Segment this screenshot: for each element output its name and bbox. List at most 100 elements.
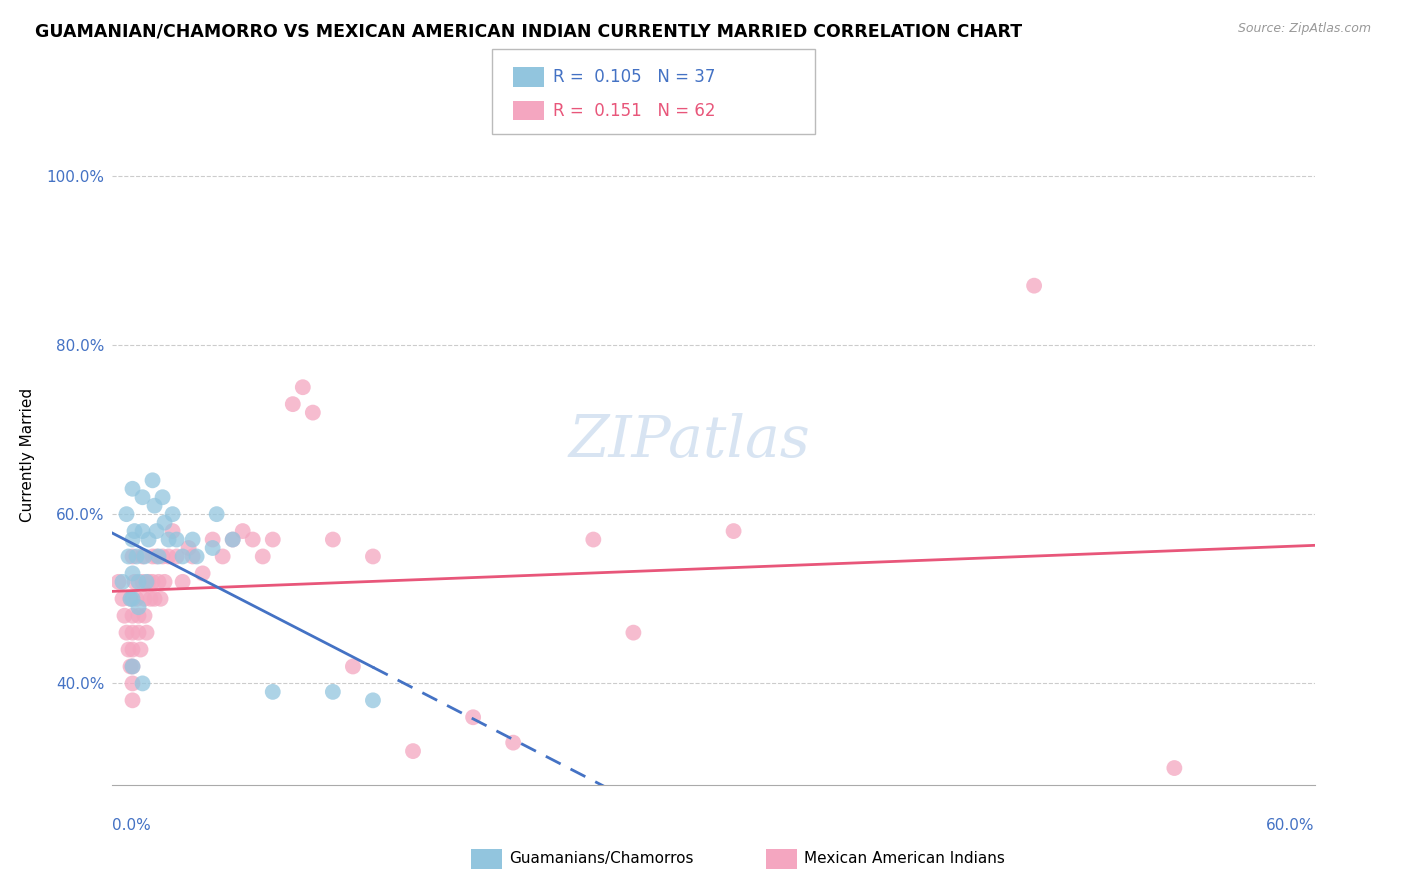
Point — [162, 507, 184, 521]
Point — [128, 608, 150, 623]
Point — [115, 507, 138, 521]
Point — [121, 625, 143, 640]
Point — [322, 685, 344, 699]
Point — [134, 591, 156, 606]
Point — [152, 490, 174, 504]
Point — [138, 574, 160, 589]
Point — [131, 574, 153, 589]
Point — [135, 625, 157, 640]
Point — [191, 566, 214, 581]
Point — [361, 549, 384, 564]
Point — [107, 574, 129, 589]
Point — [262, 533, 284, 547]
Point — [201, 541, 224, 555]
Point — [131, 490, 153, 504]
Point — [128, 625, 150, 640]
Text: GUAMANIAN/CHAMORRO VS MEXICAN AMERICAN INDIAN CURRENTLY MARRIED CORRELATION CHAR: GUAMANIAN/CHAMORRO VS MEXICAN AMERICAN I… — [35, 22, 1022, 40]
Point — [621, 625, 644, 640]
Point — [157, 533, 180, 547]
Point — [145, 549, 167, 564]
Point — [141, 549, 163, 564]
Point — [302, 406, 325, 420]
Point — [582, 533, 605, 547]
Point — [291, 380, 314, 394]
Point — [121, 608, 143, 623]
Point — [141, 574, 163, 589]
Point — [120, 659, 142, 673]
Text: Source: ZipAtlas.com: Source: ZipAtlas.com — [1237, 22, 1371, 36]
Point — [222, 533, 245, 547]
Point — [111, 574, 134, 589]
Point — [502, 736, 524, 750]
Point — [111, 591, 134, 606]
Point — [121, 659, 143, 673]
Point — [121, 642, 143, 657]
Point — [121, 693, 143, 707]
Point — [143, 499, 166, 513]
Point — [149, 591, 172, 606]
Point — [181, 549, 204, 564]
Point — [131, 676, 153, 690]
Point — [222, 533, 245, 547]
Point — [166, 549, 188, 564]
Point — [120, 591, 142, 606]
Point — [121, 591, 143, 606]
Point — [242, 533, 264, 547]
Point — [177, 541, 200, 555]
Point — [121, 676, 143, 690]
Point — [181, 533, 204, 547]
Point — [461, 710, 484, 724]
Point — [186, 549, 208, 564]
Point — [129, 642, 152, 657]
Point — [211, 549, 233, 564]
Point — [139, 591, 162, 606]
Point — [232, 524, 254, 538]
Point — [124, 524, 146, 538]
Point — [342, 659, 364, 673]
Point — [121, 549, 143, 564]
Point — [322, 533, 344, 547]
Point — [121, 659, 143, 673]
Text: R =  0.151   N = 62: R = 0.151 N = 62 — [553, 102, 716, 120]
Point — [148, 549, 170, 564]
Point — [138, 533, 160, 547]
Point — [281, 397, 304, 411]
Point — [153, 574, 176, 589]
Point — [162, 524, 184, 538]
Point — [172, 549, 194, 564]
Point — [145, 524, 167, 538]
Point — [115, 625, 138, 640]
Point — [124, 574, 146, 589]
Point — [166, 533, 188, 547]
Point — [361, 693, 384, 707]
Text: 60.0%: 60.0% — [1267, 818, 1315, 832]
Point — [723, 524, 745, 538]
Point — [141, 473, 163, 487]
Point — [128, 574, 150, 589]
Text: Mexican American Indians: Mexican American Indians — [804, 852, 1005, 866]
Point — [172, 574, 194, 589]
Text: Guamanians/Chamorros: Guamanians/Chamorros — [509, 852, 693, 866]
Point — [128, 600, 150, 615]
Point — [131, 549, 153, 564]
Point — [121, 566, 143, 581]
Point — [201, 533, 224, 547]
Point — [157, 549, 180, 564]
Text: ZIPatlas: ZIPatlas — [568, 414, 810, 470]
Point — [143, 591, 166, 606]
Point — [148, 574, 170, 589]
Point — [262, 685, 284, 699]
Text: 0.0%: 0.0% — [112, 818, 152, 832]
Point — [134, 549, 156, 564]
Point — [117, 642, 139, 657]
Point — [152, 549, 174, 564]
Point — [121, 482, 143, 496]
Point — [134, 608, 156, 623]
Point — [120, 591, 142, 606]
Y-axis label: Currently Married: Currently Married — [20, 388, 35, 522]
Point — [135, 574, 157, 589]
Point — [117, 549, 139, 564]
Point — [114, 608, 136, 623]
Text: R =  0.105   N = 37: R = 0.105 N = 37 — [553, 68, 714, 86]
Point — [125, 549, 148, 564]
